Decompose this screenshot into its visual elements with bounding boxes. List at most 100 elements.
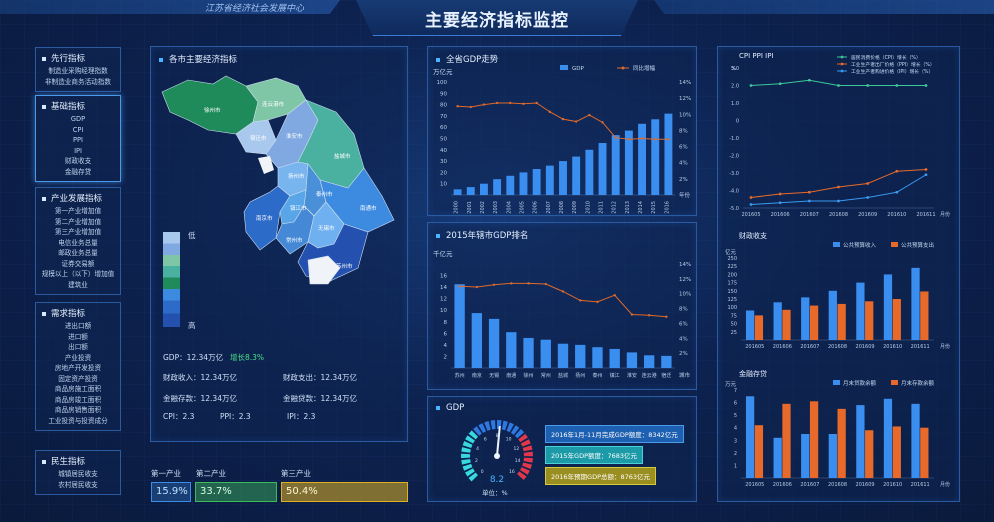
menu-item[interactable]: 商品房竣工面积	[54, 395, 102, 404]
kpi-growth: 增长8.3%	[230, 353, 265, 362]
menu-item[interactable]: 邮政业务总量	[58, 249, 98, 257]
menu-item[interactable]: 建筑业	[68, 280, 88, 289]
menu-item[interactable]: 城镇居民收支	[58, 470, 98, 478]
menu-group-0[interactable]: 先行指标 制造业采购经理指数 非制造业商务活动指数	[35, 47, 121, 92]
menu-item[interactable]: 进出口额	[64, 322, 92, 330]
y-tick: -3.0	[729, 171, 739, 177]
menu-item[interactable]: PPI	[73, 136, 83, 144]
gauge-tick: 4	[476, 446, 479, 452]
menu-item[interactable]: 第一产业增加值	[54, 207, 102, 215]
x-tick: 2015	[651, 201, 657, 214]
menu-item[interactable]: 电信业务总量	[58, 238, 98, 247]
y-tick: 200	[727, 272, 737, 278]
map-region-nanjing[interactable]	[243, 185, 291, 251]
growth-point	[665, 315, 668, 318]
x-tick: 徐州	[524, 372, 534, 379]
bar	[865, 301, 874, 340]
menu-group-title[interactable]: 先行指标	[36, 48, 120, 66]
y-axis-label: 千亿元	[433, 249, 453, 258]
menu-item[interactable]: 第二产业增加值	[54, 217, 102, 226]
y-tick: 100	[437, 80, 448, 86]
menu-group-2[interactable]: 产业发展指标 第一产业增加值 第二产业增加值 第三产业增加值 电信业务总量 邮政业务总量证…	[35, 187, 121, 295]
menu-item[interactable]: CPI	[72, 125, 84, 134]
gauge-segment	[484, 420, 491, 431]
menu-group-title[interactable]: 需求指标	[36, 303, 120, 321]
growth-point	[456, 105, 459, 108]
bar	[532, 169, 541, 195]
y-tick: 6	[444, 331, 448, 337]
menu-item[interactable]: IPI	[74, 146, 82, 155]
y2-tick: 2%	[679, 351, 688, 357]
bar	[809, 305, 819, 340]
menu-item[interactable]: 证券交易额	[61, 259, 95, 268]
x-tick: 2000	[454, 201, 460, 214]
org-name: 江苏省经济社会发展中心	[205, 4, 305, 14]
menu-item[interactable]: 制造业采购经理指数	[48, 67, 108, 75]
bar	[837, 303, 846, 340]
menu-item[interactable]: 进口额	[68, 332, 88, 341]
growth-point	[509, 101, 512, 105]
bar	[911, 267, 920, 340]
x-tick: 2009	[572, 201, 578, 214]
menu-group-4[interactable]: 民生指标 城镇居民收支 农村居民收支	[35, 450, 121, 495]
growth-point	[614, 136, 617, 139]
x-tick: 2003	[493, 201, 499, 214]
price-point	[924, 168, 928, 171]
x-tick: 201610	[887, 212, 906, 218]
industry-box-3: 50.4%	[281, 482, 408, 502]
y2-tick: 4%	[679, 161, 688, 167]
bar	[572, 156, 581, 195]
y-tick: 2	[734, 451, 737, 457]
menu-item[interactable]: GDP	[70, 115, 86, 123]
bar	[892, 299, 901, 340]
gauge-segment	[468, 472, 478, 482]
y-tick: 90	[440, 91, 447, 97]
menu-item[interactable]: 商品房施工面积	[54, 385, 102, 393]
menu-item[interactable]: 固定资产投资	[58, 374, 98, 383]
menu-item[interactable]: 财政收支	[64, 157, 92, 165]
price-point	[837, 199, 840, 203]
x-tick: 南京	[472, 372, 482, 379]
menu-group-3[interactable]: 需求指标 进出口额进口额出口额产业投资房地产开发投资 固定资产投资 商品房施工面积 商品…	[35, 302, 121, 431]
gauge-segment	[522, 462, 532, 469]
menu-group-title[interactable]: 民生指标	[36, 451, 120, 469]
menu-item[interactable]: 农村居民收支	[58, 480, 98, 489]
x-tick: 2016	[664, 201, 670, 214]
map-city-label: 连云港市	[262, 100, 285, 108]
map-city-label: 徐州市	[204, 106, 221, 114]
y2-tick: 10%	[679, 292, 691, 298]
y2-tick: 8%	[679, 128, 688, 134]
menu-item[interactable]: 规模以上（以下）增加值	[41, 270, 115, 278]
price-point	[749, 196, 753, 199]
gauge-segment	[461, 447, 471, 453]
menu-item[interactable]: 工业投资与投资成分	[48, 416, 108, 425]
y-tick: 3.0	[731, 66, 739, 72]
map-region-xuzhou[interactable]	[161, 75, 259, 135]
menu-item[interactable]: 产业投资	[64, 353, 92, 362]
menu-item[interactable]: 房地产开发投资	[54, 364, 102, 372]
menu-item[interactable]: 第三产业增加值	[54, 228, 102, 236]
menu-item[interactable]: 商品房销售面积	[54, 406, 102, 414]
x-tick: 201605	[745, 344, 764, 350]
menu-group-title[interactable]: 基础指标	[36, 96, 120, 114]
menu-item[interactable]: 出口额	[68, 343, 88, 351]
x-tick: 苏州	[455, 372, 465, 379]
menu-item[interactable]: 金融存贷	[64, 167, 92, 176]
bar	[506, 175, 515, 195]
y-tick: 3	[734, 438, 737, 444]
kpi-loan: 金融贷款：12.34万亿	[283, 394, 357, 403]
menu-group-1[interactable]: 基础指标 GDP CPI PPI IPI 财政收支金融存贷	[35, 95, 121, 182]
growth-point	[458, 285, 461, 288]
map-city-label: 扬州市	[288, 172, 305, 180]
menu-item[interactable]: 非制造业商务活动指数	[45, 77, 111, 86]
gauge-unit: 单位：%	[482, 489, 508, 497]
gauge-segment	[520, 467, 530, 475]
header: 江苏省经济社会发展中心 主要经济指标监控	[0, 0, 994, 38]
bar	[626, 352, 638, 368]
y-tick: 8	[444, 320, 448, 326]
menu-group-title[interactable]: 产业发展指标	[36, 188, 120, 206]
y-tick: 0	[736, 119, 739, 125]
legend-swatch-dot	[840, 62, 844, 66]
